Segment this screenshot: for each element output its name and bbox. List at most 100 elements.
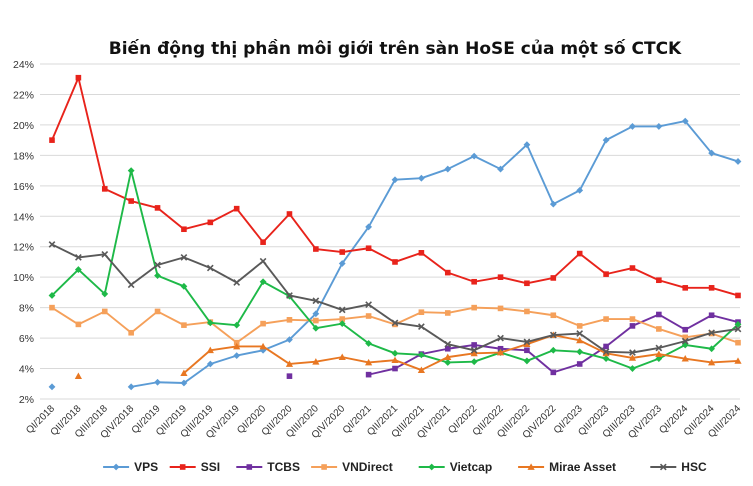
data-point-vndirect	[682, 334, 689, 341]
data-point-vndirect	[524, 308, 530, 315]
data-point-tcbs	[471, 342, 477, 348]
data-point-vietcap	[259, 278, 267, 286]
data-point-ssi	[603, 271, 609, 277]
data-point-ssi	[576, 250, 583, 257]
data-point-mirae-asset	[206, 346, 214, 354]
data-point-vps	[127, 383, 135, 391]
data-point-hsc	[365, 301, 372, 308]
legend-label: Mirae Asset	[549, 460, 616, 474]
data-point-mirae-asset	[233, 342, 241, 350]
data-point-ssi	[207, 219, 214, 226]
data-point-vps	[576, 186, 584, 194]
data-point-ssi	[233, 205, 240, 212]
data-point-ssi	[154, 205, 161, 211]
data-point-vietcap	[417, 351, 425, 359]
legend-item-tcbs: TCBS	[236, 460, 300, 474]
data-point-ssi	[339, 249, 346, 255]
data-point-vps	[233, 352, 241, 360]
data-point-mirae-asset	[681, 355, 689, 362]
data-point-ssi	[550, 275, 557, 281]
data-point-tcbs	[656, 311, 662, 318]
data-point-vietcap	[576, 348, 584, 356]
data-point-tcbs	[286, 373, 293, 379]
data-point-hsc	[101, 250, 109, 258]
data-point-tcbs	[524, 347, 530, 354]
legend-label: VPS	[134, 460, 158, 474]
data-point-vietcap	[74, 266, 82, 273]
data-point-vietcap	[444, 359, 452, 366]
data-point-vps	[708, 149, 716, 157]
data-point-vndirect	[101, 308, 108, 315]
data-point-vietcap	[154, 272, 161, 280]
data-point-mirae-asset	[180, 369, 188, 376]
data-point-ssi	[49, 137, 55, 143]
data-point-ssi	[392, 259, 398, 265]
data-point-mirae-asset	[259, 342, 267, 350]
x-axis-ticks: QI/2018QII/2018QIII/2018QIV/2018QI/2019Q…	[24, 403, 743, 441]
data-point-ssi	[313, 246, 319, 252]
data-point-tcbs	[708, 312, 715, 319]
data-point-vietcap	[681, 341, 689, 349]
data-point-vietcap	[629, 365, 636, 372]
data-point-vndirect	[286, 317, 293, 323]
data-point-vps	[734, 158, 742, 165]
data-point-tcbs	[576, 361, 583, 367]
data-point-vps	[338, 260, 346, 267]
data-point-hsc	[391, 319, 399, 327]
legend-item-mirae-asset: Mirae Asset	[518, 460, 616, 474]
data-point-vndirect	[497, 305, 504, 312]
data-point-vietcap	[233, 321, 241, 329]
series-ssi	[49, 74, 741, 299]
data-point-vps	[417, 174, 425, 182]
data-point-vps	[549, 200, 557, 208]
legend-item-vietcap: Vietcap	[418, 460, 492, 474]
data-point-vietcap	[365, 340, 373, 347]
legend-item-hsc: HSC	[650, 460, 707, 474]
legend-label: Vietcap	[450, 460, 492, 474]
data-point-vndirect	[49, 304, 55, 311]
legend-marker	[659, 463, 667, 471]
legend-marker	[428, 463, 436, 471]
data-point-tcbs	[392, 365, 398, 372]
data-point-vps	[154, 378, 161, 386]
data-point-vietcap	[312, 324, 320, 332]
data-point-vndirect	[75, 321, 82, 328]
data-point-vndirect	[392, 321, 398, 328]
data-point-vndirect	[339, 316, 346, 322]
data-point-ssi	[629, 265, 636, 271]
data-point-hsc	[48, 241, 56, 248]
data-point-vietcap	[470, 358, 478, 366]
data-point-vietcap	[391, 349, 399, 357]
series-line-vps	[130, 120, 739, 388]
legend-marker	[321, 464, 327, 470]
legend-label: TCBS	[267, 460, 300, 474]
data-point-mirae-asset	[444, 353, 452, 361]
data-point-ssi	[260, 239, 266, 245]
y-tick-label: 8%	[19, 303, 34, 315]
data-point-hsc	[523, 338, 531, 346]
series-vietcap	[48, 167, 742, 372]
series-line-mirae-asset	[183, 334, 739, 374]
data-point-hsc	[338, 306, 346, 314]
data-point-vps	[206, 360, 214, 368]
data-point-hsc	[497, 334, 504, 342]
legend-marker	[246, 464, 253, 470]
data-point-hsc	[549, 331, 557, 339]
data-point-vps	[470, 152, 478, 160]
data-point-mirae-asset	[365, 358, 373, 366]
data-point-ssi	[471, 278, 477, 285]
data-point-tcbs	[629, 323, 636, 329]
y-tick-label: 24%	[13, 59, 34, 71]
data-point-hsc	[127, 281, 135, 289]
data-point-ssi	[128, 198, 134, 204]
data-point-mirae-asset	[312, 358, 320, 365]
data-point-hsc	[233, 279, 241, 286]
data-point-hsc	[154, 261, 161, 269]
data-point-vietcap	[734, 320, 742, 328]
data-point-mirae-asset	[523, 340, 531, 348]
data-point-vndirect	[313, 317, 319, 324]
data-point-vps	[497, 165, 504, 173]
y-tick-label: 20%	[13, 120, 34, 132]
legend-item-ssi: SSI	[169, 460, 220, 474]
y-tick-label: 10%	[13, 272, 34, 284]
